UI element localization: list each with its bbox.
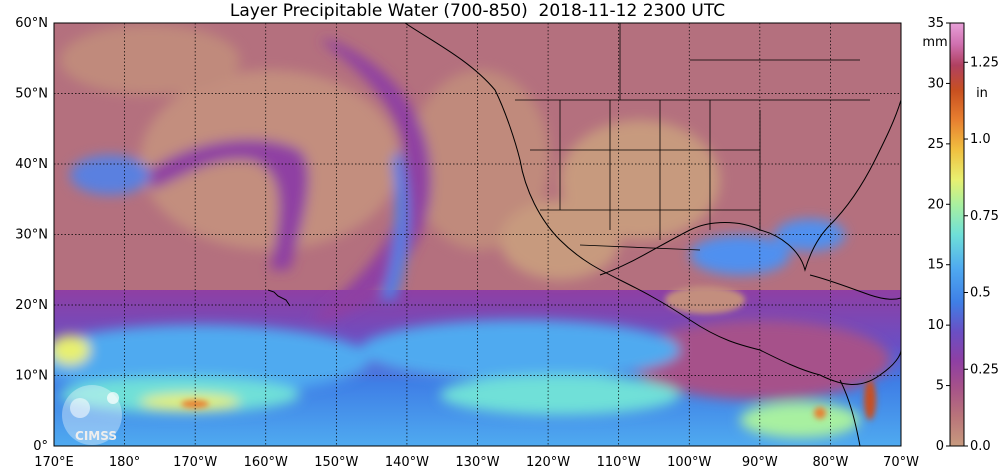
- mm-tick-label: 15: [927, 258, 944, 273]
- lon-label: 130°W: [455, 455, 499, 470]
- mm-tick-label: 25: [927, 137, 944, 152]
- mm-tick-label: 20: [927, 197, 944, 212]
- lon-label: 90°W: [742, 455, 778, 470]
- lat-label: 30°N: [15, 228, 48, 243]
- in-tick-label: 0.0: [970, 439, 991, 454]
- lon-label: 170°W: [173, 455, 217, 470]
- lat-label: 0°: [33, 439, 48, 454]
- map-field: [54, 23, 901, 446]
- graticule: [54, 23, 901, 446]
- lat-label: 50°N: [15, 87, 48, 102]
- colorbar-mm-ticks: 35 30 25 20 15 10 5 0: [927, 16, 950, 454]
- in-tick-label: 0.25: [970, 362, 999, 377]
- in-unit-label: in: [976, 86, 988, 101]
- lon-label: 140°W: [385, 455, 429, 470]
- lon-label: 80°W: [812, 455, 848, 470]
- lon-label: 160°W: [244, 455, 288, 470]
- mm-unit-label: mm: [922, 35, 947, 50]
- coastlines: [267, 23, 901, 446]
- in-tick-label: 1.25: [970, 55, 999, 70]
- in-tick-label: 0.75: [970, 209, 999, 224]
- colorbar-scale: [949, 22, 965, 447]
- lon-label: 110°W: [597, 455, 641, 470]
- lon-label: 170°E: [34, 455, 74, 470]
- lat-label: 40°N: [15, 157, 48, 172]
- logo-text: CIMSS: [75, 429, 117, 443]
- in-tick-label: 1.0: [970, 132, 991, 147]
- lat-label: 20°N: [15, 298, 48, 313]
- map-frame: [53, 22, 902, 447]
- colorbar-in-ticks: 1.25 1.0 0.75 0.5 0.25 0.0: [964, 55, 999, 454]
- lat-label: 60°N: [15, 16, 48, 31]
- mm-tick-label: 5: [936, 379, 944, 394]
- longitude-labels: 170°E 180° 170°W 160°W 150°W 140°W 130°W 120°W 1…: [34, 455, 919, 470]
- lon-label: 70°W: [883, 455, 919, 470]
- mm-tick-label: 35: [927, 16, 944, 31]
- lat-label: 10°N: [15, 369, 48, 384]
- cimss-logo: CIMSS: [62, 385, 122, 445]
- in-tick-label: 0.5: [970, 286, 991, 301]
- mm-tick-label: 30: [927, 76, 944, 91]
- mm-tick-label: 10: [927, 318, 944, 333]
- lon-label: 120°W: [526, 455, 570, 470]
- lon-label: 150°W: [314, 455, 358, 470]
- mm-tick-label: 0: [936, 439, 944, 454]
- lon-label: 180°: [109, 455, 140, 470]
- lon-label: 100°W: [667, 455, 711, 470]
- latitude-labels: 60°N 50°N 40°N 30°N 20°N 10°N 0°: [15, 16, 48, 454]
- map-title: Layer Precipitable Water (700-850) 2018-…: [229, 1, 726, 21]
